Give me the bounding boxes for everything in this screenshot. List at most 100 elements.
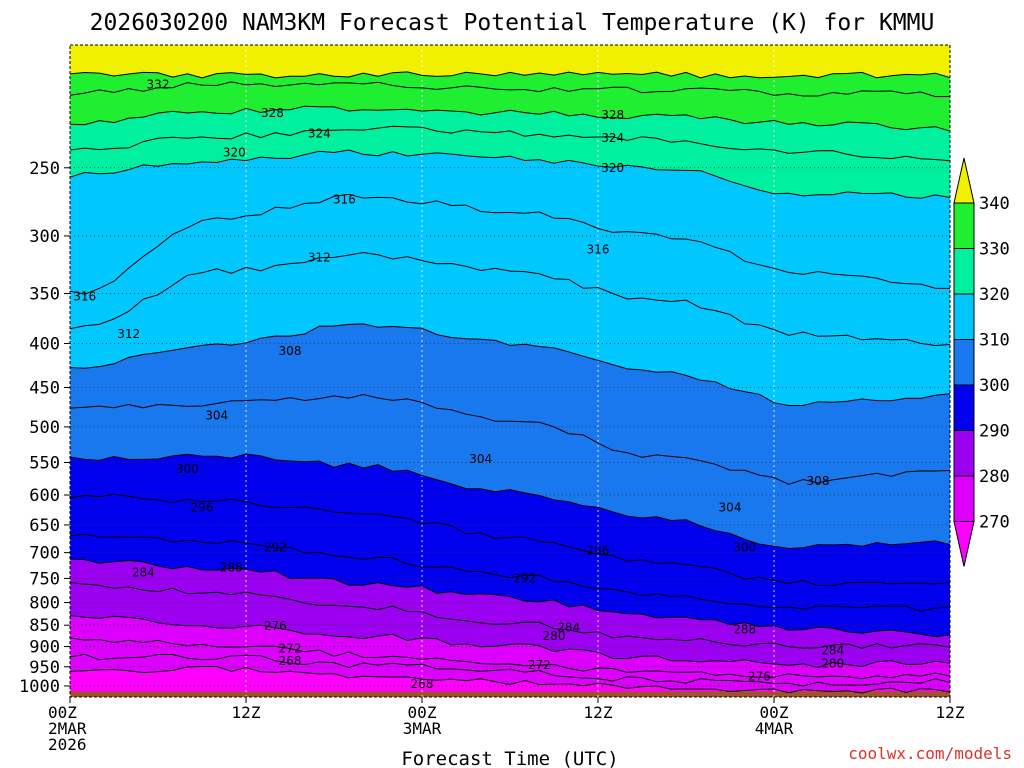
colorbar: 340 330 320 310 300 290 280 270 <box>953 157 1010 567</box>
contour-label: 296 <box>587 543 610 557</box>
y-tick-label: 400 <box>29 334 60 354</box>
contour-label: 284 <box>821 644 844 658</box>
y-tick-label: 950 <box>29 658 60 678</box>
y-tick-label: 700 <box>29 544 60 564</box>
contour-label: 328 <box>261 106 284 120</box>
colorbar-tick-label: 310 <box>979 331 1010 351</box>
ground-terrain <box>70 691 950 697</box>
contour-label: 288 <box>220 560 243 574</box>
colorbar-arrow-bottom <box>953 521 975 567</box>
contour-label: 312 <box>308 251 331 265</box>
plot-frame <box>69 44 951 698</box>
colorbar-tick-label: 270 <box>979 513 1010 533</box>
contour-label: 292 <box>513 571 536 585</box>
y-tick-label: 650 <box>29 516 60 536</box>
contour-label: 284 <box>557 620 580 634</box>
contour-label: 300 <box>733 540 756 554</box>
contour-label: 276 <box>748 669 771 683</box>
contour-label: 272 <box>279 642 302 656</box>
colorbar-arrow-top <box>953 157 975 204</box>
contour-label: 324 <box>601 131 624 145</box>
plot-area: 332 328 324 320 316 312 316 312 308 304 304 300 296 2… <box>70 45 950 697</box>
x-tick-label: 4MAR <box>755 719 794 738</box>
isentrope-300 <box>70 453 950 550</box>
theta-fill-layer <box>70 45 950 697</box>
isentrope-276 <box>70 637 950 680</box>
contour-label: 308 <box>807 474 830 488</box>
contour-label: 316 <box>73 290 96 304</box>
x-tick-label: 3MAR <box>403 719 442 738</box>
contour-label: 296 <box>191 500 214 514</box>
contour-label: 292 <box>264 540 287 554</box>
x-axis-label: Forecast Time (UTC) <box>401 748 618 768</box>
y-axis: 2503003504004505005506006507007508008509… <box>19 159 70 697</box>
colorbar-bin <box>953 339 975 386</box>
contour-label: 308 <box>279 344 302 358</box>
contour-label: 304 <box>719 500 742 514</box>
colorbar-tick-label: 330 <box>979 240 1010 260</box>
contour-label: 304 <box>205 408 228 422</box>
contour-label: 320 <box>601 161 624 175</box>
isentrope-312 <box>70 251 950 347</box>
x-tick-label: 12Z <box>232 703 261 722</box>
isentrope-308 <box>70 323 950 406</box>
colorbar-bin <box>953 248 975 295</box>
contour-label: 288 <box>733 623 756 637</box>
isentrope-292 <box>70 533 950 612</box>
colorbar-bin <box>953 202 975 249</box>
isentrope-contours <box>70 71 950 694</box>
y-tick-label: 1000 <box>19 677 60 697</box>
colorbar-tick-label: 320 <box>979 285 1010 305</box>
x-tick-label: 2026 <box>48 735 87 754</box>
chart-title: 2026030200 NAM3KM Forecast Potential Tem… <box>90 10 935 36</box>
contour-label: 268 <box>279 654 302 668</box>
isentrope-284 <box>70 582 950 649</box>
y-tick-label: 750 <box>29 569 60 589</box>
isentrope-320 <box>70 149 950 199</box>
y-tick-label: 800 <box>29 594 60 614</box>
x-tick-label: 00Z <box>760 703 789 722</box>
y-tick-label: 550 <box>29 453 60 473</box>
y-tick-label: 350 <box>29 285 60 305</box>
y-tick-label: 250 <box>29 159 60 179</box>
band-fill-268 <box>70 666 950 697</box>
colorbar-tick-label: 300 <box>979 376 1010 396</box>
contour-label: 320 <box>223 146 246 160</box>
isentrope-332 <box>70 81 950 98</box>
colorbar-bin <box>953 384 975 431</box>
x-tick-label: 12Z <box>936 703 965 722</box>
credit-link[interactable]: coolwx.com/models <box>848 744 1012 763</box>
contour-label: 268 <box>411 677 434 691</box>
isentrope-268 <box>70 666 950 694</box>
grid-lines <box>70 45 950 697</box>
contour-label: 328 <box>601 108 624 122</box>
contour-label: 284 <box>132 565 155 579</box>
isentrope-288 <box>70 558 950 638</box>
contour-label: 312 <box>117 327 140 341</box>
contour-labels: 332 328 324 320 316 312 316 312 308 304 304 300 296 2… <box>73 77 844 691</box>
y-tick-label: 500 <box>29 418 60 438</box>
x-tick-label: 2MAR <box>48 719 87 738</box>
isentrope-336 <box>70 71 950 79</box>
colorbar-tick-label: 340 <box>979 194 1010 214</box>
x-tick-label: 00Z <box>408 703 437 722</box>
y-tick-label: 600 <box>29 486 60 506</box>
contour-label: 316 <box>333 192 356 206</box>
contour-label: 280 <box>821 657 844 671</box>
contour-label: 332 <box>147 77 170 91</box>
x-tick-label: 00Z <box>48 703 77 722</box>
isentrope-280 <box>70 615 950 669</box>
y-tick-label: 450 <box>29 378 60 398</box>
contour-label: 280 <box>543 629 566 643</box>
y-tick-label: 900 <box>29 638 60 658</box>
contour-label: 304 <box>469 452 492 466</box>
isentrope-328 <box>70 105 950 132</box>
y-tick-label: 300 <box>29 227 60 247</box>
contour-label: 300 <box>176 462 199 476</box>
colorbar-tick-label: 280 <box>979 467 1010 487</box>
contour-label: 272 <box>528 658 551 672</box>
contour-label: 276 <box>264 619 287 633</box>
isentrope-316 <box>70 193 950 295</box>
